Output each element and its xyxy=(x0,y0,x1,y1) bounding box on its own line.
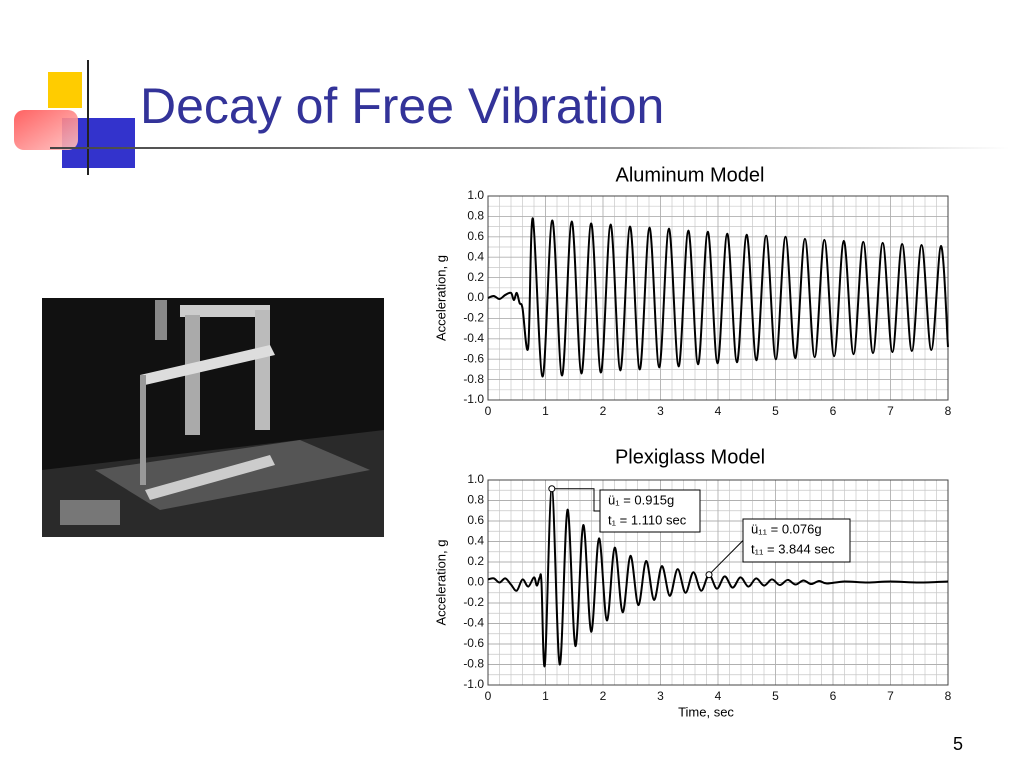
y-tick-label: -0.6 xyxy=(463,636,484,650)
y-tick-label: 0.0 xyxy=(467,575,484,589)
x-tick-label: 8 xyxy=(945,404,952,418)
x-tick-label: 1 xyxy=(542,689,549,703)
slide-title: Decay of Free Vibration xyxy=(140,78,664,134)
y-tick-label: -0.4 xyxy=(463,616,484,630)
x-tick-label: 3 xyxy=(657,689,664,703)
chart-title: Plexiglass Model xyxy=(615,446,765,468)
x-tick-label: 6 xyxy=(830,689,837,703)
annotation-leader xyxy=(708,540,744,576)
y-tick-label: 0.6 xyxy=(467,229,484,243)
annotation-text: ü₁ = 0.915g xyxy=(608,492,674,507)
annotation-text: ü₁₁ = 0.076g xyxy=(751,521,822,536)
y-tick-label: -1.0 xyxy=(463,392,484,406)
x-tick-label: 3 xyxy=(657,404,664,418)
annotation-point xyxy=(705,571,713,579)
x-tick-label: 5 xyxy=(772,689,779,703)
y-axis-label: Acceleration, g xyxy=(433,540,448,626)
y-tick-label: 0.4 xyxy=(467,534,484,548)
annotation-point xyxy=(548,485,556,493)
title-rule xyxy=(50,147,1010,149)
y-tick-label: 1.0 xyxy=(467,188,484,202)
y-tick-label: 0.0 xyxy=(467,290,484,304)
annotation-box xyxy=(599,489,701,533)
annotation-text: t₁ = 1.110 sec xyxy=(608,512,687,527)
data-line xyxy=(487,217,949,378)
x-axis-label: Time, sec xyxy=(678,704,734,719)
annotation-text: t₁₁ = 3.844 sec xyxy=(751,541,835,556)
x-tick-label: 2 xyxy=(600,689,607,703)
y-tick-label: -0.8 xyxy=(463,657,484,671)
chart-title: Aluminum Model xyxy=(616,164,765,186)
x-tick-label: 0 xyxy=(485,404,492,418)
plot-frame xyxy=(487,479,949,686)
y-tick-label: 1.0 xyxy=(467,472,484,486)
chart: 0 1 2 3 4 5 6 7 8 1.0 0.8 0.6 0.4 0.2 0.0 -0.2 -0.4 -0.6 -… xyxy=(433,446,951,719)
y-tick-label: 0.4 xyxy=(467,249,484,263)
chart: 0 1 2 3 4 5 6 7 8 1.0 0.8 0.6 0.4 0.2 0.0 -0.2 -0.4 -0.6 -… xyxy=(433,164,951,418)
y-tick-label: -0.4 xyxy=(463,331,484,345)
y-tick-label: -0.2 xyxy=(463,311,484,325)
x-tick-label: 5 xyxy=(772,404,779,418)
x-tick-label: 6 xyxy=(830,404,837,418)
data-line xyxy=(487,487,949,668)
y-tick-label: -0.8 xyxy=(463,372,484,386)
x-tick-label: 4 xyxy=(715,404,722,418)
x-tick-label: 1 xyxy=(542,404,549,418)
y-tick-label: -1.0 xyxy=(463,677,484,691)
x-tick-label: 4 xyxy=(715,689,722,703)
x-tick-label: 0 xyxy=(485,689,492,703)
x-tick-label: 2 xyxy=(600,404,607,418)
y-tick-label: 0.8 xyxy=(467,493,484,507)
y-tick-label: -0.2 xyxy=(463,595,484,609)
y-tick-label: 0.8 xyxy=(467,209,484,223)
y-axis-label: Acceleration, g xyxy=(433,255,448,341)
deco-red xyxy=(14,110,78,150)
x-tick-label: 7 xyxy=(887,689,894,703)
annotation-leader xyxy=(551,488,600,512)
y-tick-label: -0.6 xyxy=(463,351,484,365)
x-tick-label: 8 xyxy=(945,689,952,703)
y-tick-label: 0.2 xyxy=(467,270,484,284)
deco-yellow xyxy=(48,72,82,108)
page-number: 5 xyxy=(953,734,963,754)
annotation-box xyxy=(742,518,851,563)
y-tick-label: 0.2 xyxy=(467,554,484,568)
photo xyxy=(42,298,384,537)
x-tick-label: 7 xyxy=(887,404,894,418)
y-tick-label: 0.6 xyxy=(467,513,484,527)
